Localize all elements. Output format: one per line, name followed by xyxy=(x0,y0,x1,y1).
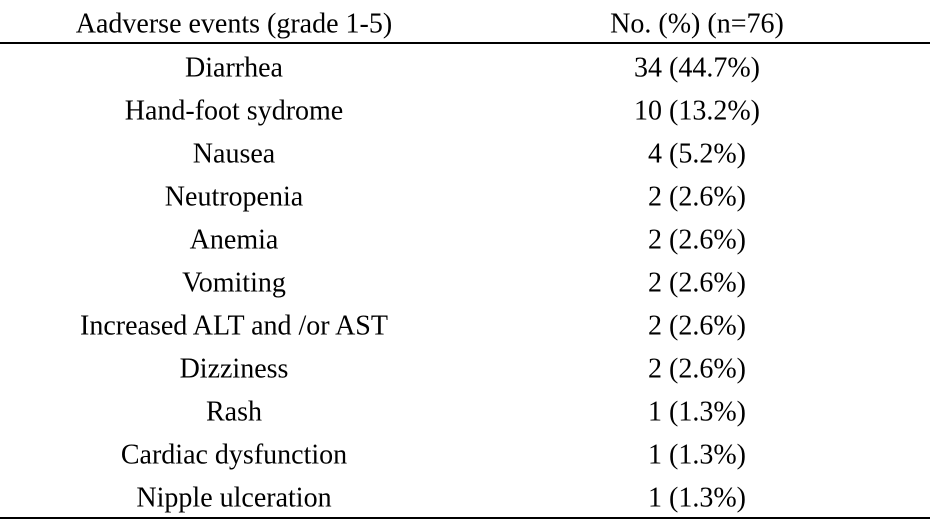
cell: 10 (13.2%) xyxy=(634,95,760,126)
cell: Cardiac dysfunction xyxy=(121,439,347,470)
cell: 2 (2.6%) xyxy=(648,181,746,212)
cell: 1 (1.3%) xyxy=(648,396,746,427)
cell: Diarrhea xyxy=(185,52,284,83)
cell: Nipple ulceration xyxy=(136,482,331,513)
cell: Neutropenia xyxy=(165,181,304,212)
cell: 2 (2.6%) xyxy=(648,310,746,341)
cell: 1 (1.3%) xyxy=(648,482,746,513)
cell: 2 (2.6%) xyxy=(648,267,746,298)
cell: 2 (2.6%) xyxy=(648,353,746,384)
cell: 2 (2.6%) xyxy=(648,224,746,255)
cell: Nausea xyxy=(193,138,276,169)
cell: 1 (1.3%) xyxy=(648,439,746,470)
cell: Dizziness xyxy=(180,353,289,384)
header-cell: No. (%) (n=76) xyxy=(610,8,784,39)
cell: Rash xyxy=(206,396,262,427)
cell: 4 (5.2%) xyxy=(648,138,746,169)
header-cell: Aadverse events (grade 1-5) xyxy=(76,8,392,39)
cell: Increased ALT and /or AST xyxy=(80,310,388,341)
cell: 34 (44.7%) xyxy=(634,52,760,83)
cell: Vomiting xyxy=(182,267,286,298)
cell: Hand-foot sydrome xyxy=(125,95,344,126)
cell: Anemia xyxy=(190,224,279,255)
